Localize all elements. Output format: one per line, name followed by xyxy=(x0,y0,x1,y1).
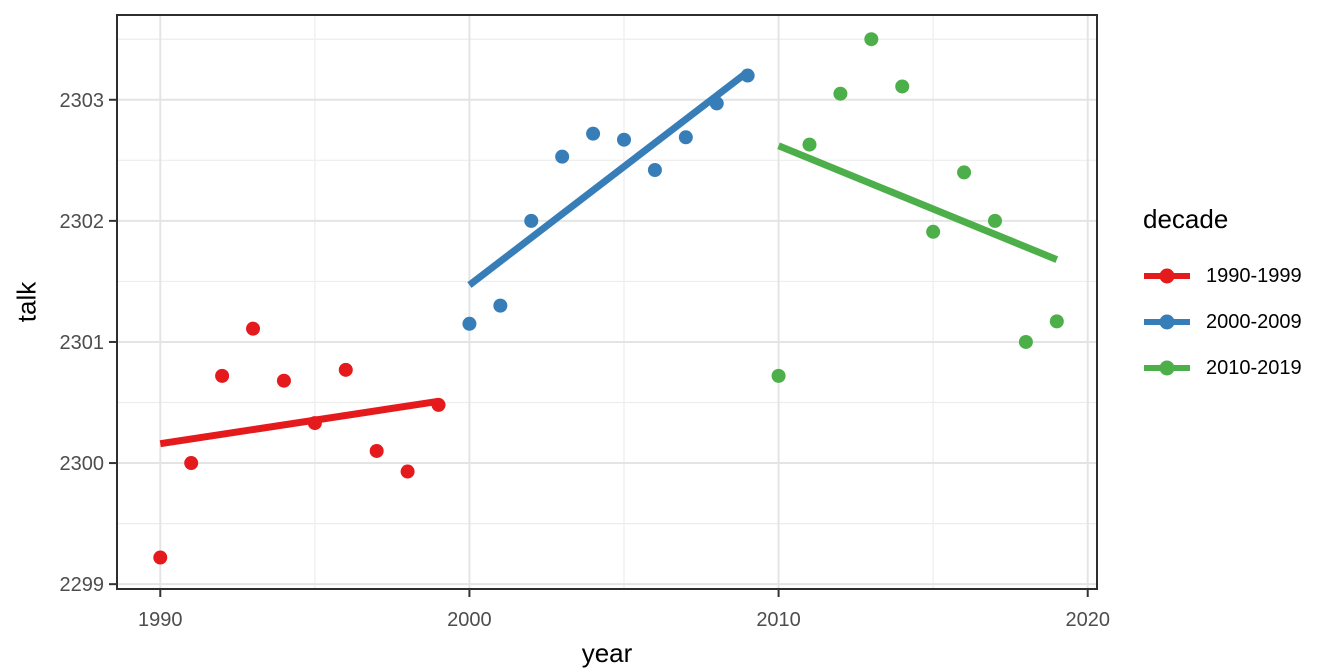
data-point xyxy=(184,456,199,471)
data-point xyxy=(926,224,941,239)
trend-line xyxy=(467,69,750,288)
data-point xyxy=(1049,314,1064,329)
panel-border xyxy=(116,14,1098,590)
data-point xyxy=(555,149,570,164)
trend-line xyxy=(777,142,1059,263)
data-point xyxy=(771,368,786,383)
y-tick-label: 2303 xyxy=(60,90,105,112)
y-tick-label: 2299 xyxy=(60,574,105,596)
y-axis-title: talk xyxy=(11,281,42,323)
x-tick-label: 2000 xyxy=(447,609,492,631)
legend-key-icon xyxy=(1144,360,1190,376)
legend-items: 1990-1999 2000-2009 2010-2019 xyxy=(1143,253,1302,391)
data-point xyxy=(524,213,539,228)
data-point xyxy=(369,443,384,458)
legend-item-label: 2000-2009 xyxy=(1206,310,1302,333)
legend-item: 1990-1999 xyxy=(1143,253,1302,299)
y-tick-label: 2301 xyxy=(60,332,105,354)
x-tick-label: 1990 xyxy=(138,609,183,631)
data-point xyxy=(276,373,291,388)
data-point xyxy=(1018,334,1033,349)
data-point xyxy=(647,163,662,178)
y-tick-label: 2302 xyxy=(60,211,105,233)
x-axis-title: year xyxy=(581,638,633,668)
data-point xyxy=(338,362,353,377)
data-point xyxy=(617,132,632,147)
data-point xyxy=(215,368,230,383)
legend-title: decade xyxy=(1143,204,1229,234)
legend-item-label: 2010-2019 xyxy=(1206,356,1302,379)
data-point xyxy=(833,86,848,101)
legend: decade 1990-1999 2000-2009 2010-2019 xyxy=(1143,204,1302,391)
legend-item: 2010-2019 xyxy=(1143,345,1302,391)
legend-item: 2000-2009 xyxy=(1143,299,1302,345)
legend-item-label: 1990-1999 xyxy=(1206,264,1302,287)
data-point xyxy=(246,321,261,336)
data-point xyxy=(802,137,817,152)
x-tick-label: 2020 xyxy=(1065,609,1110,631)
data-point xyxy=(462,316,477,331)
data-point xyxy=(400,464,415,479)
y-tick-label: 2300 xyxy=(60,453,105,475)
data-point xyxy=(957,165,972,180)
data-point xyxy=(895,79,910,94)
data-point xyxy=(153,550,168,565)
data-point xyxy=(987,213,1002,228)
x-tick-label: 2010 xyxy=(756,609,801,631)
data-point xyxy=(678,130,693,145)
legend-key-icon xyxy=(1144,314,1190,330)
legend-key-icon xyxy=(1144,268,1190,284)
trend-line xyxy=(159,397,440,448)
data-point xyxy=(586,126,601,141)
data-point xyxy=(864,32,879,47)
data-point xyxy=(493,298,508,313)
